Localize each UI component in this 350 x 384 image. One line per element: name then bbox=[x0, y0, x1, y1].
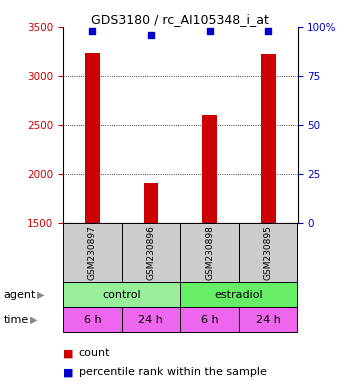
Bar bbox=[261, 54, 275, 223]
Text: time: time bbox=[4, 314, 29, 325]
Text: ■: ■ bbox=[63, 348, 74, 358]
Text: percentile rank within the sample: percentile rank within the sample bbox=[79, 367, 267, 377]
Text: 6 h: 6 h bbox=[84, 314, 101, 325]
Text: agent: agent bbox=[4, 290, 36, 300]
Title: GDS3180 / rc_AI105348_i_at: GDS3180 / rc_AI105348_i_at bbox=[91, 13, 269, 26]
Text: 6 h: 6 h bbox=[201, 314, 218, 325]
Text: 24 h: 24 h bbox=[256, 314, 281, 325]
Text: GSM230896: GSM230896 bbox=[146, 225, 155, 280]
Text: control: control bbox=[102, 290, 141, 300]
Bar bbox=[202, 115, 217, 223]
Text: count: count bbox=[79, 348, 110, 358]
Text: GSM230897: GSM230897 bbox=[88, 225, 97, 280]
Bar bbox=[144, 182, 158, 223]
Text: GSM230898: GSM230898 bbox=[205, 225, 214, 280]
Text: 24 h: 24 h bbox=[139, 314, 163, 325]
Text: ▶: ▶ bbox=[37, 290, 44, 300]
Bar bbox=[85, 53, 100, 223]
Text: ■: ■ bbox=[63, 367, 74, 377]
Text: ▶: ▶ bbox=[30, 314, 37, 325]
Text: estradiol: estradiol bbox=[215, 290, 263, 300]
Text: GSM230895: GSM230895 bbox=[264, 225, 273, 280]
